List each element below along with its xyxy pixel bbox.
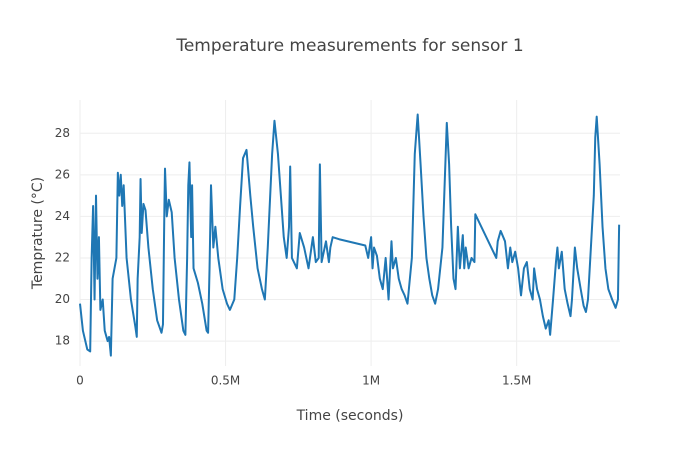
y-tick-label: 26 — [55, 167, 70, 181]
data-line — [79, 113, 621, 357]
y-tick-label: 24 — [55, 209, 70, 223]
y-tick-label: 22 — [55, 250, 70, 264]
x-tick-label: 0.5M — [211, 374, 240, 388]
y-tick-label: 18 — [55, 334, 70, 348]
y-tick-label: 20 — [55, 292, 70, 306]
y-axis-title: Temprature (°C) — [30, 177, 46, 290]
x-axis-title: Time (seconds) — [296, 408, 404, 424]
y-tick-label: 28 — [55, 126, 70, 140]
grid — [79, 100, 620, 366]
x-tick-label: 1M — [362, 374, 380, 388]
x-tick-label: 0 — [76, 374, 84, 388]
x-tick-label: 1.5M — [502, 374, 531, 388]
chart-title: Temperature measurements for sensor 1 — [175, 36, 523, 56]
